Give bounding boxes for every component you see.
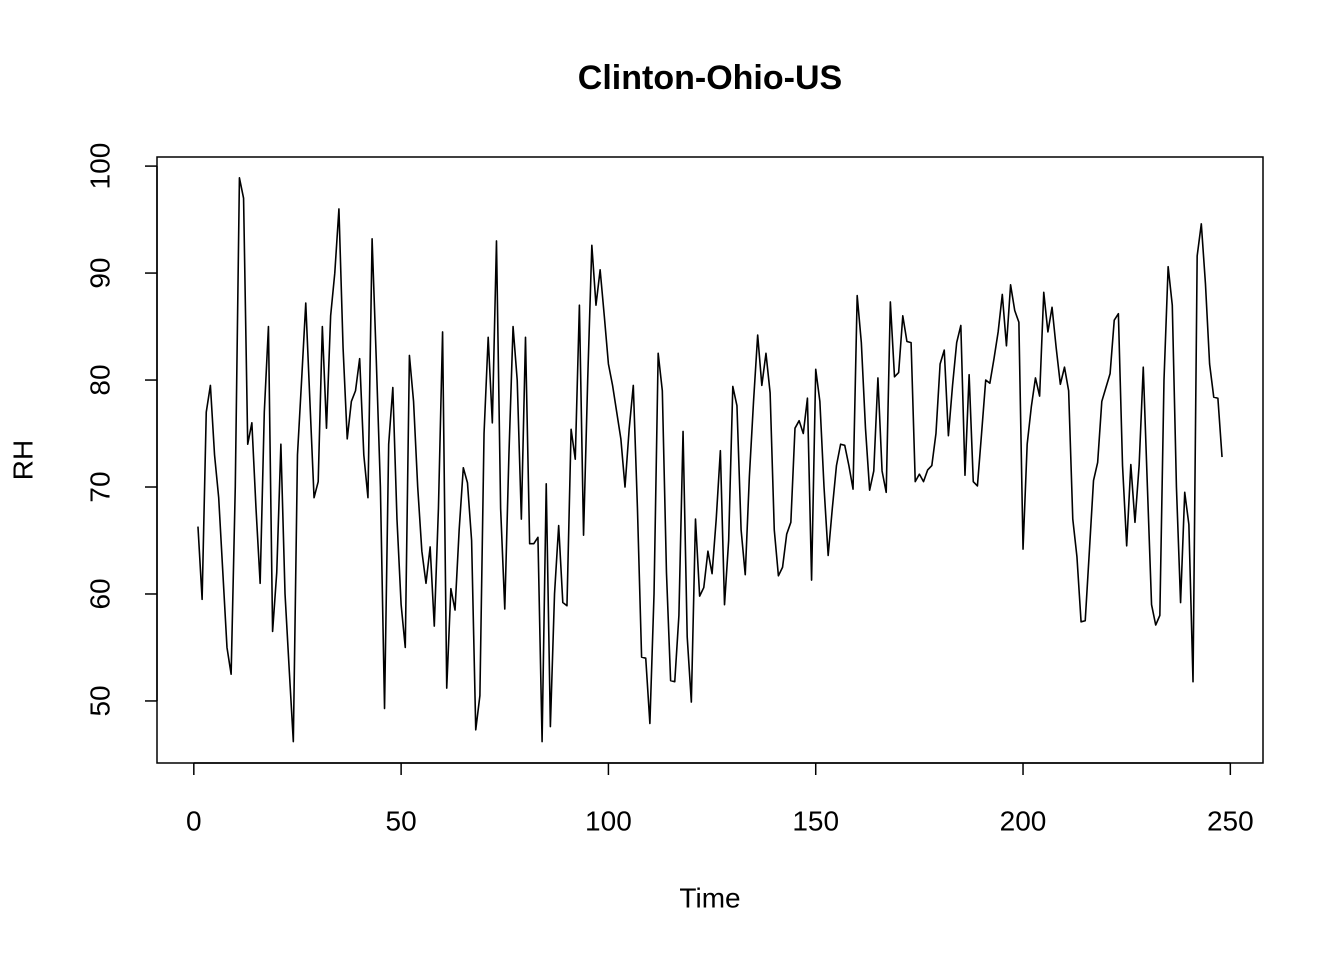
y-axis-label: RH xyxy=(7,440,38,480)
y-tick-label: 50 xyxy=(84,685,115,716)
data-line xyxy=(197,177,1223,743)
y-tick-label: 70 xyxy=(84,471,115,502)
x-axis-label: Time xyxy=(679,882,740,913)
chart-title: Clinton-Ohio-US xyxy=(578,59,842,97)
x-tick-label: 0 xyxy=(186,805,202,836)
x-tick-label: 150 xyxy=(792,805,839,836)
x-tick-label: 50 xyxy=(386,805,417,836)
x-tick-label: 200 xyxy=(1000,805,1047,836)
y-tick-label: 60 xyxy=(84,578,115,609)
x-tick-label: 250 xyxy=(1207,805,1254,836)
y-tick-label: 100 xyxy=(84,143,115,190)
y-tick-label: 80 xyxy=(84,364,115,395)
x-tick-label: 100 xyxy=(585,805,632,836)
y-tick-label: 90 xyxy=(84,257,115,288)
